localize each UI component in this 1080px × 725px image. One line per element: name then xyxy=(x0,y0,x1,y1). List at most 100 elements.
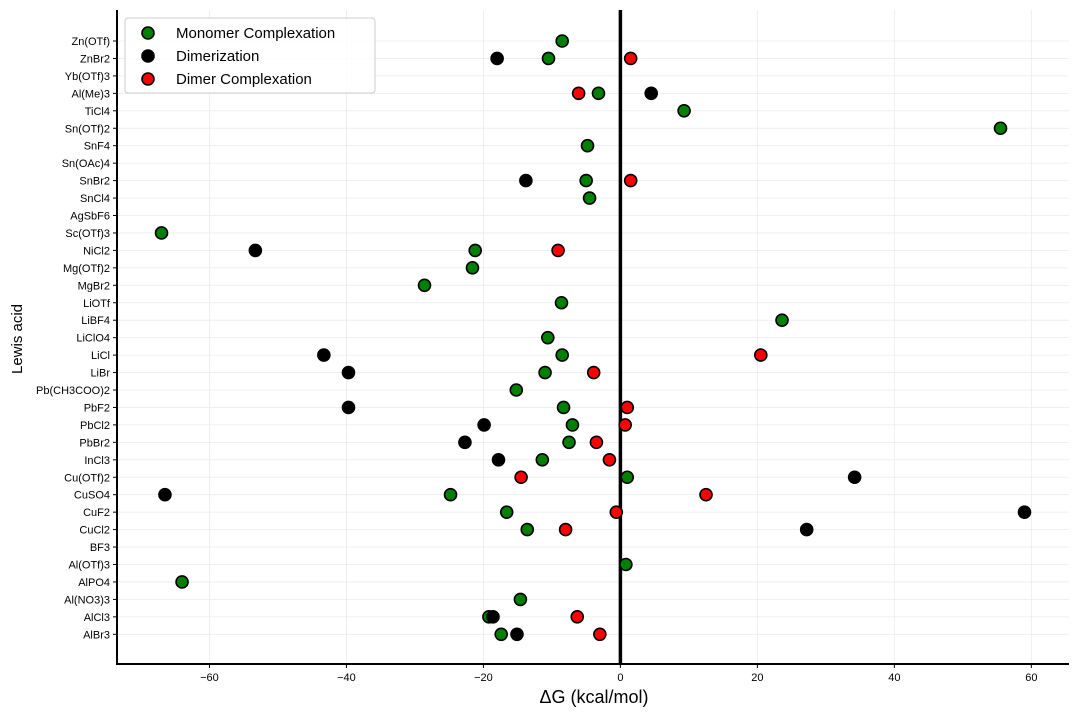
point-dimerization xyxy=(491,452,506,467)
point-monomer-complexation xyxy=(591,86,606,101)
legend-label: Dimer Complexation xyxy=(176,71,312,88)
y-tick-label: PbBr2 xyxy=(79,437,110,449)
point-monomer-complexation xyxy=(580,138,595,153)
point-monomer-complexation xyxy=(465,261,480,275)
x-tick-label: 20 xyxy=(751,672,763,684)
point-dimer-complexation xyxy=(753,348,768,362)
point-dimerization xyxy=(458,435,472,450)
point-dimer-complexation xyxy=(571,86,586,101)
series-dimer-complexation xyxy=(514,51,768,642)
y-axis-ticks: Zn(OTf) ZnBr2 Yb(OTf)3 Al(Me)3 TiCl4 Sn(OTf)2… xyxy=(36,36,117,641)
legend-label: Monomer Complexation xyxy=(176,25,335,42)
y-tick-label: PbF2 xyxy=(84,402,110,414)
point-monomer-complexation xyxy=(499,505,514,519)
point-dimerization xyxy=(799,522,814,537)
x-tick-label: 0 xyxy=(617,672,623,684)
point-dimer-complexation xyxy=(623,173,638,188)
legend-frame xyxy=(124,17,376,94)
point-dimerization xyxy=(519,173,533,188)
legend-marker xyxy=(141,72,155,86)
point-monomer-complexation xyxy=(154,226,169,240)
point-dimerization xyxy=(477,418,491,432)
point-monomer-complexation xyxy=(562,435,576,450)
y-tick-label: SnCl4 xyxy=(80,193,110,205)
point-dimerization xyxy=(317,348,331,362)
y-tick-label: Sn(OAc)4 xyxy=(62,158,110,170)
y-tick-label: Mg(OTf)2 xyxy=(63,263,110,275)
point-dimerization xyxy=(1017,505,1032,519)
y-tick-label: LiBF4 xyxy=(81,315,110,327)
y-axis-title: Lewis acid xyxy=(9,304,26,374)
point-dimer-complexation xyxy=(593,627,607,642)
point-dimer-complexation xyxy=(620,400,635,415)
point-monomer-complexation xyxy=(541,51,556,66)
point-monomer-complexation xyxy=(540,330,555,345)
point-monomer-complexation xyxy=(555,34,569,48)
point-dimerization xyxy=(490,51,504,66)
point-monomer-complexation xyxy=(520,522,535,537)
y-tick-label: CuSO4 xyxy=(74,490,110,502)
y-tick-label: Pb(CH3COO)2 xyxy=(36,385,110,397)
legend-label: Dimerization xyxy=(176,48,259,65)
y-tick-label: AlBr3 xyxy=(83,629,110,641)
y-tick-label: Sc(OTf)3 xyxy=(65,228,110,240)
point-monomer-complexation xyxy=(993,121,1008,136)
point-monomer-complexation xyxy=(620,470,635,485)
y-tick-label: LiBr xyxy=(90,368,110,380)
point-monomer-complexation xyxy=(175,575,189,589)
y-tick-label: AgSbF6 xyxy=(70,211,110,223)
point-monomer-complexation xyxy=(582,191,597,205)
legend: Monomer Complexation Dimerization Dimer Co… xyxy=(124,17,376,94)
y-tick-label: LiOTf xyxy=(83,298,111,310)
point-dimer-complexation xyxy=(570,610,585,624)
data-points xyxy=(154,34,1032,642)
y-tick-label: Cu(OTf)2 xyxy=(64,472,110,484)
point-dimerization xyxy=(341,365,356,380)
point-monomer-complexation xyxy=(443,487,458,502)
y-tick-label: ZnBr2 xyxy=(80,53,110,65)
point-monomer-complexation xyxy=(417,278,432,293)
y-tick-label: BF3 xyxy=(90,542,110,554)
point-monomer-complexation xyxy=(775,313,789,328)
point-monomer-complexation xyxy=(468,243,482,258)
point-dimerization xyxy=(158,487,172,502)
x-axis-title: ΔG (kcal/mol) xyxy=(539,687,648,707)
point-monomer-complexation xyxy=(494,627,509,642)
point-monomer-complexation xyxy=(555,348,569,362)
point-dimer-complexation xyxy=(589,435,604,450)
point-dimerization xyxy=(341,400,356,415)
y-tick-label: CuF2 xyxy=(83,507,110,519)
point-monomer-complexation xyxy=(535,452,550,467)
axes xyxy=(116,10,1069,665)
point-dimerization xyxy=(847,470,862,485)
point-monomer-complexation xyxy=(556,400,571,415)
y-tick-label: AlCl3 xyxy=(84,612,110,624)
point-dimerization xyxy=(248,243,263,258)
y-tick-label: LiCl xyxy=(91,350,110,362)
y-tick-label: Yb(OTf)3 xyxy=(65,71,110,83)
point-monomer-complexation xyxy=(579,173,593,188)
point-dimer-complexation xyxy=(699,487,713,502)
y-tick-label: NiCl2 xyxy=(83,245,110,257)
y-tick-label: AlPO4 xyxy=(78,577,110,589)
series-dimerization xyxy=(158,51,1032,642)
x-tick-label: 60 xyxy=(1025,672,1037,684)
y-tick-label: InCl3 xyxy=(84,455,110,467)
point-dimer-complexation xyxy=(514,470,528,485)
point-monomer-complexation xyxy=(509,383,524,397)
y-tick-label: TiCl4 xyxy=(85,106,110,118)
y-tick-label: LiClO4 xyxy=(76,333,110,345)
legend-marker xyxy=(141,26,155,40)
y-tick-label: SnF4 xyxy=(84,141,110,153)
point-dimer-complexation xyxy=(558,522,573,537)
legend-marker xyxy=(141,49,155,63)
x-tick-label: −60 xyxy=(200,672,219,684)
point-dimerization xyxy=(644,86,659,101)
point-dimer-complexation xyxy=(623,51,638,66)
y-tick-label: MgBr2 xyxy=(78,280,110,292)
point-monomer-complexation xyxy=(677,104,691,118)
y-tick-label: PbCl2 xyxy=(80,420,110,432)
point-monomer-complexation xyxy=(619,557,633,572)
